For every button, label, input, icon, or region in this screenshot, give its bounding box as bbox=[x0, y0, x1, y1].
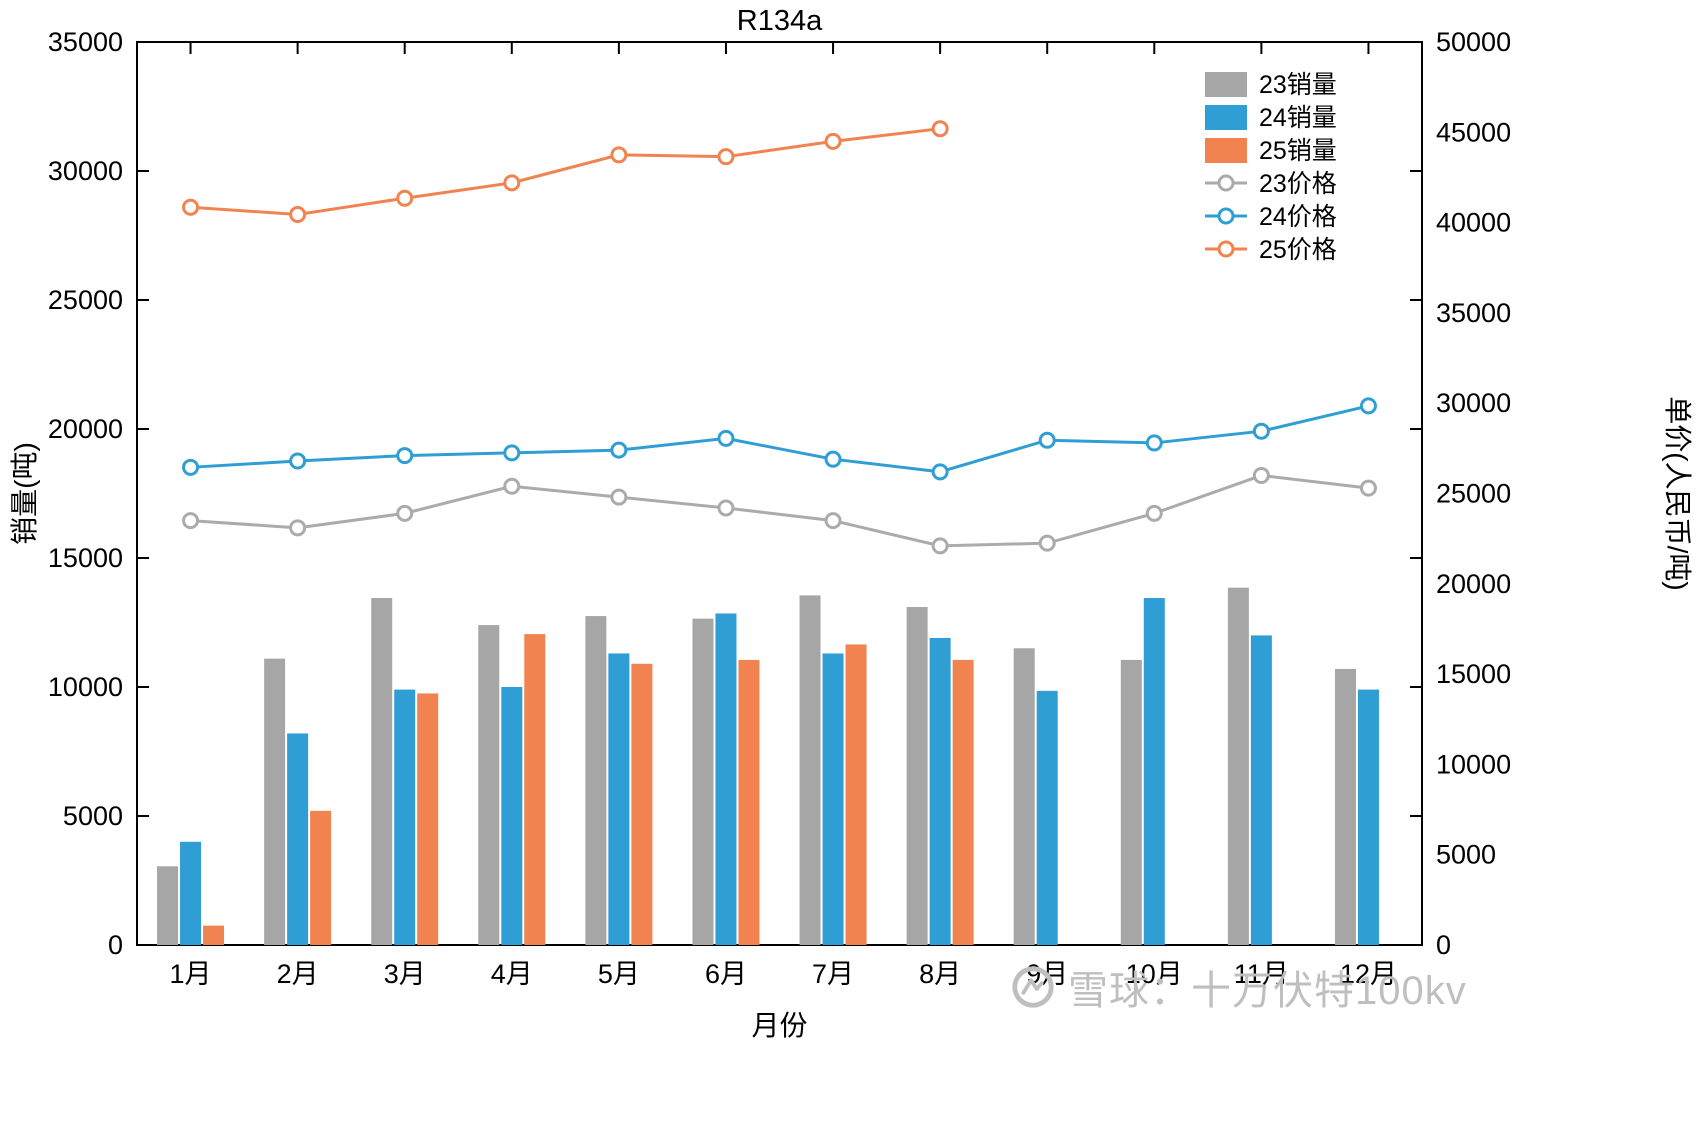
right-axis-label: 单价(人民币/吨) bbox=[1662, 396, 1693, 590]
x-tick-label: 8月 bbox=[919, 959, 961, 989]
x-axis-label: 月份 bbox=[751, 1010, 807, 1041]
x-tick-label: 6月 bbox=[705, 959, 747, 989]
legend-label: 24价格 bbox=[1259, 203, 1337, 231]
right-tick-label: 5000 bbox=[1436, 840, 1496, 870]
left-tick-label: 20000 bbox=[48, 414, 123, 444]
legend-swatch bbox=[1205, 105, 1247, 130]
x-tick-label: 1月 bbox=[170, 959, 212, 989]
right-tick-label: 50000 bbox=[1436, 27, 1511, 57]
legend-swatch bbox=[1205, 138, 1247, 163]
legend-label: 25销量 bbox=[1259, 137, 1337, 165]
left-tick-label: 10000 bbox=[48, 672, 123, 702]
legend-label: 23销量 bbox=[1259, 71, 1337, 99]
x-tick-label: 12月 bbox=[1340, 959, 1397, 989]
line-series-25价格 bbox=[182, 120, 949, 223]
x-tick-label: 5月 bbox=[598, 959, 640, 989]
right-tick-label: 25000 bbox=[1436, 479, 1511, 509]
x-tick-label: 7月 bbox=[812, 959, 854, 989]
left-tick-label: 30000 bbox=[48, 156, 123, 186]
x-tick-label: 11月 bbox=[1234, 959, 1289, 989]
legend-label: 23价格 bbox=[1259, 170, 1337, 198]
right-axis-ticks: 0 5000 10000 15000 20000 25000 30000 35000 40000… bbox=[1436, 27, 1511, 960]
line-series-24价格 bbox=[182, 397, 1377, 481]
left-tick-label: 35000 bbox=[48, 27, 123, 57]
legend-marker bbox=[1217, 207, 1235, 225]
right-tick-label: 20000 bbox=[1436, 569, 1511, 599]
legend-marker bbox=[1217, 174, 1235, 192]
axes bbox=[136, 41, 1423, 946]
bar-series-25销量 bbox=[203, 634, 974, 945]
legend-label: 24销量 bbox=[1259, 104, 1337, 132]
left-axis-ticks: 0 5000 10000 15000 20000 25000 30000 35000 bbox=[48, 27, 1422, 960]
bar-series-24销量 bbox=[180, 597, 1379, 945]
x-tick-label: 4月 bbox=[491, 959, 533, 989]
x-tick-label: 9月 bbox=[1026, 959, 1068, 989]
left-tick-label: 15000 bbox=[48, 543, 123, 573]
legend-marker bbox=[1217, 240, 1235, 258]
bars bbox=[157, 587, 1379, 945]
right-tick-label: 35000 bbox=[1436, 298, 1511, 328]
left-tick-label: 25000 bbox=[48, 285, 123, 315]
right-tick-label: 10000 bbox=[1436, 749, 1511, 779]
legend-label: 25价格 bbox=[1259, 236, 1337, 264]
right-tick-label: 0 bbox=[1436, 930, 1451, 960]
line-series-23价格 bbox=[182, 466, 1377, 555]
left-tick-label: 0 bbox=[108, 930, 123, 960]
right-tick-label: 45000 bbox=[1436, 117, 1511, 147]
right-tick-label: 15000 bbox=[1436, 659, 1511, 689]
chart-title: R134a bbox=[737, 5, 823, 37]
left-tick-label: 5000 bbox=[63, 801, 123, 831]
labels: R134a 销量(吨) 单价(人民币/吨) 月份 bbox=[9, 5, 1693, 1041]
x-tick-label: 3月 bbox=[384, 959, 426, 989]
left-axis-label: 销量(吨) bbox=[9, 442, 40, 545]
bar-series-23销量 bbox=[157, 587, 1356, 945]
x-tick-label: 10月 bbox=[1126, 959, 1183, 989]
legend-swatch bbox=[1205, 72, 1247, 97]
right-tick-label: 40000 bbox=[1436, 208, 1511, 238]
right-tick-label: 30000 bbox=[1436, 388, 1511, 418]
lines bbox=[182, 120, 1377, 555]
legend: 23销量 24销量 25销量 23价格 24价格 25价格 bbox=[1205, 71, 1337, 264]
x-tick-label: 2月 bbox=[277, 959, 319, 989]
